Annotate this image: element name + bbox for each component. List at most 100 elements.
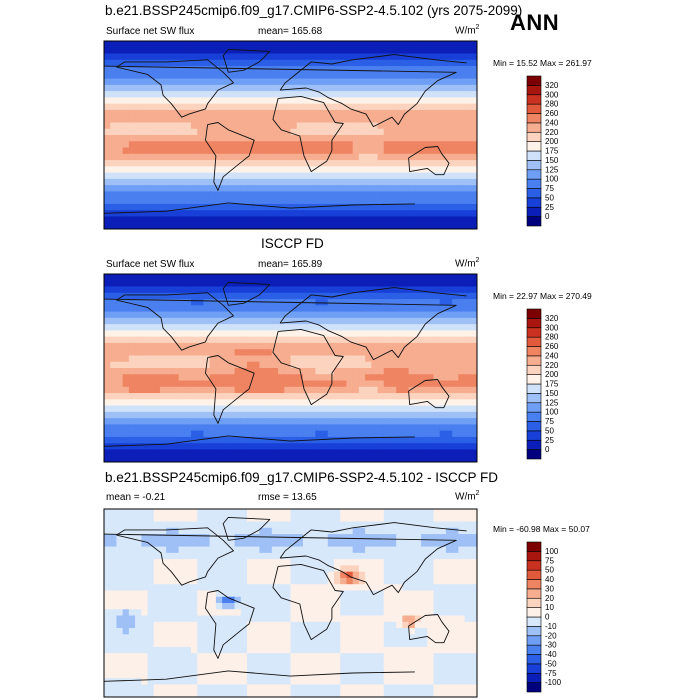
map-cell xyxy=(135,546,142,554)
map-cell xyxy=(327,153,335,161)
map-cell xyxy=(377,280,385,287)
map-cell xyxy=(104,197,111,205)
map-cell xyxy=(309,292,316,300)
map-cell xyxy=(203,521,211,529)
map-cell xyxy=(315,147,322,155)
map-cell xyxy=(147,443,155,450)
map-cell xyxy=(178,455,186,463)
map-cell xyxy=(371,97,378,105)
map-cell xyxy=(110,615,117,623)
map-cell xyxy=(153,640,161,648)
map-cell xyxy=(408,361,416,369)
map-cell xyxy=(104,166,111,173)
map-cell xyxy=(340,47,347,54)
map-cell xyxy=(215,640,223,648)
map-cell xyxy=(234,324,242,331)
map-cell xyxy=(228,59,235,67)
coastline xyxy=(222,48,271,73)
map-cell xyxy=(271,552,279,560)
map-cell xyxy=(222,368,229,375)
map-cell xyxy=(408,571,416,579)
map-cell xyxy=(284,509,291,516)
map-cell xyxy=(222,84,229,92)
map-cell xyxy=(278,109,285,117)
map-cell xyxy=(452,609,459,616)
map-cell xyxy=(327,59,335,67)
map-cell xyxy=(197,521,204,529)
map-cell xyxy=(228,596,235,604)
map-cell xyxy=(209,596,217,604)
map-cell xyxy=(452,368,459,375)
map-cell xyxy=(128,361,136,369)
map-cell xyxy=(371,609,378,616)
map-cell xyxy=(122,540,130,547)
map-cell xyxy=(184,628,192,635)
map-cell xyxy=(452,596,459,604)
map-cell xyxy=(116,584,124,591)
map-cell xyxy=(234,546,242,554)
map-cell xyxy=(246,552,254,560)
map-cell xyxy=(122,336,130,344)
map-cell xyxy=(265,374,273,381)
map-cell xyxy=(228,552,235,560)
map-cell xyxy=(104,559,111,566)
map-cell xyxy=(371,166,378,173)
map-cell xyxy=(159,374,167,381)
map-cell xyxy=(147,424,155,432)
map-cell xyxy=(452,78,459,86)
map-cell xyxy=(253,286,260,294)
map-cell xyxy=(327,584,335,591)
map-cell xyxy=(197,147,204,155)
map-cell xyxy=(116,399,124,406)
map-cell xyxy=(414,66,422,73)
map-cell xyxy=(259,590,267,598)
map-cell xyxy=(209,411,217,419)
map-cell xyxy=(352,386,360,394)
map-cell xyxy=(166,399,173,406)
map-cell xyxy=(383,509,391,516)
map-cell xyxy=(315,172,322,180)
map-cell xyxy=(234,374,242,381)
map-cell xyxy=(135,109,142,117)
map-cell xyxy=(253,430,260,438)
map-cell xyxy=(222,153,229,161)
map-cell xyxy=(153,430,161,438)
map-cell xyxy=(110,166,117,173)
map-cell xyxy=(296,640,304,648)
map-cell xyxy=(284,197,291,205)
map-cell xyxy=(433,109,441,117)
map-cell xyxy=(222,571,229,579)
map-cell xyxy=(309,546,316,554)
map-cell xyxy=(358,66,366,73)
map-cell xyxy=(421,141,428,148)
map-cell xyxy=(315,84,322,92)
map-cell xyxy=(302,540,310,547)
map-cell xyxy=(414,72,422,79)
map-cell xyxy=(122,324,130,331)
map-cell xyxy=(159,286,167,294)
map-cell xyxy=(122,411,130,419)
map-cell xyxy=(116,122,124,130)
map-cell xyxy=(340,109,347,117)
map-cell xyxy=(222,41,229,48)
map-cell xyxy=(122,166,130,173)
map-cell xyxy=(464,393,472,400)
map-cell xyxy=(433,349,441,356)
colorbar-tick-label: 320 xyxy=(545,314,559,323)
map-cell xyxy=(414,160,422,167)
map-cell xyxy=(265,330,273,338)
map-cell xyxy=(445,128,453,136)
colorbar-tick-label: 240 xyxy=(545,118,559,127)
map-cell xyxy=(159,430,167,438)
map-cell xyxy=(253,361,260,369)
map-cell xyxy=(178,355,186,363)
map-cell xyxy=(246,286,254,294)
map-cell xyxy=(147,374,155,381)
map-cell xyxy=(389,455,397,463)
map-cell xyxy=(439,405,447,413)
map-cell xyxy=(222,305,229,312)
map-cell xyxy=(234,305,242,312)
map-cell xyxy=(259,185,267,192)
map-cell xyxy=(452,91,459,98)
map-cell xyxy=(184,59,192,67)
